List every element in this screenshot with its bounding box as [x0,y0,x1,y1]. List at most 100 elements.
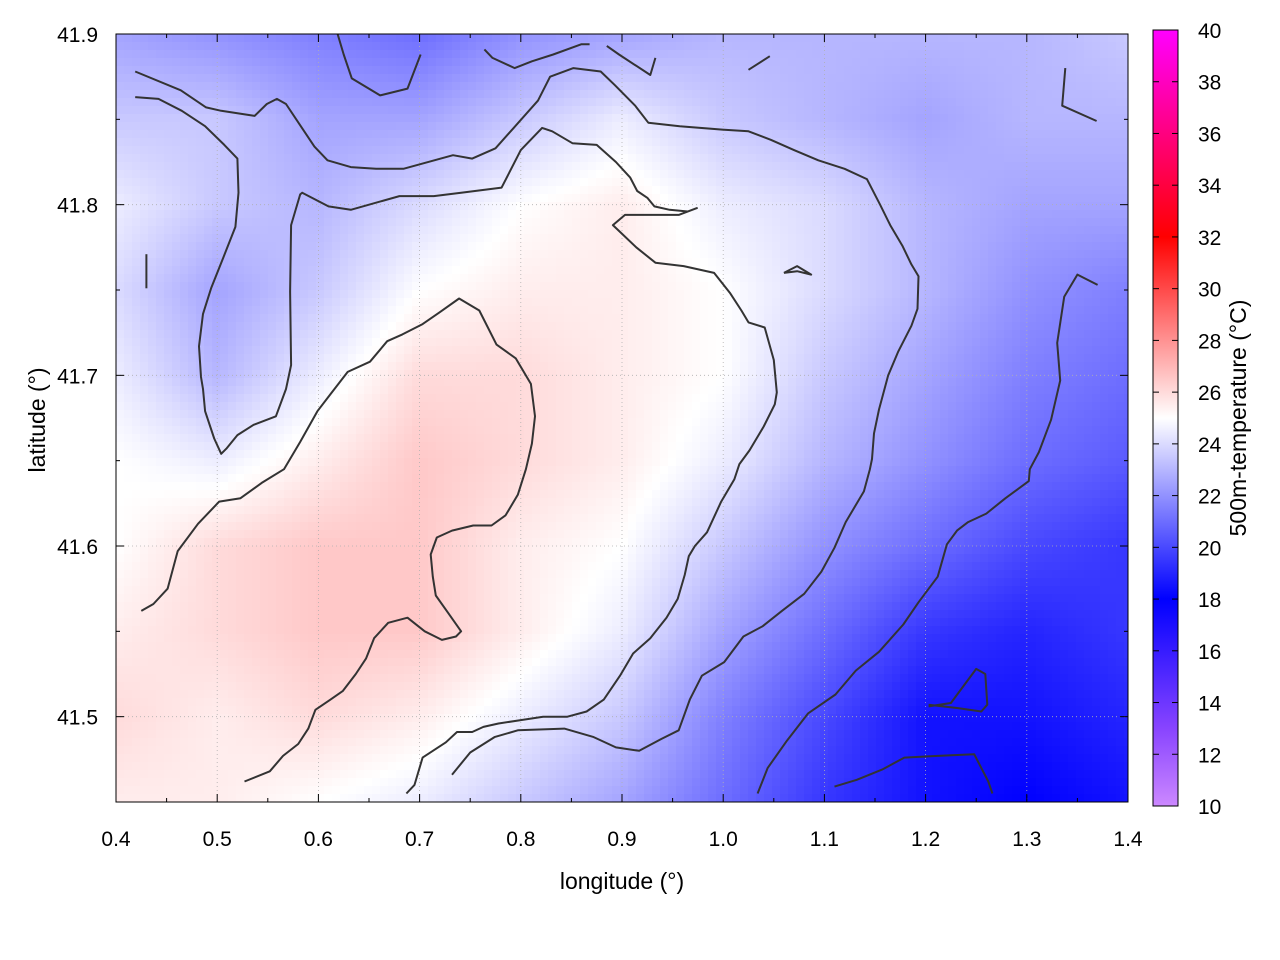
heatmap-cell [412,306,421,315]
heatmap-cell [268,258,277,267]
heatmap-cell [172,186,181,195]
heatmap-cell [340,290,349,299]
heatmap-cell [844,58,853,67]
heatmap-cell [364,290,373,299]
heatmap-cell [532,66,541,75]
heatmap-cell [340,218,349,227]
heatmap-cell [308,82,317,91]
heatmap-cell [516,234,525,243]
heatmap-cell [524,162,533,171]
heatmap-cell [532,34,541,43]
heatmap-cell [508,338,517,347]
heatmap-cell [324,50,333,59]
heatmap-cell [948,114,957,123]
heatmap-cell [804,178,813,187]
heatmap-cell [748,186,757,195]
heatmap-cell [380,194,389,203]
heatmap-cell [860,58,869,67]
heatmap-cell [364,274,373,283]
heatmap-cell [980,58,989,67]
heatmap-cell [500,210,509,219]
heatmap-cell [276,274,285,283]
heatmap-cell [668,298,677,307]
heatmap-cell [708,266,717,275]
heatmap-cell [892,250,901,259]
heatmap-cell [1124,66,1128,75]
heatmap-cell [596,306,605,315]
heatmap-cell [228,306,237,315]
heatmap-cell [388,298,397,307]
heatmap-cell [1124,170,1128,179]
heatmap-cell [924,226,933,235]
heatmap-cell [636,98,645,107]
heatmap-cell [620,50,629,59]
heatmap-cell [212,186,221,195]
heatmap-cell [300,98,309,107]
heatmap-cell [1028,282,1037,291]
heatmap-cell [276,98,285,107]
heatmap-cell [436,234,445,243]
heatmap-cell [180,258,189,267]
heatmap-cell [684,74,693,83]
heatmap-cell [340,138,349,147]
heatmap-cell [444,322,453,331]
heatmap-cell [580,74,589,83]
heatmap-cell [788,106,797,115]
heatmap-cell [172,130,181,139]
heatmap-cell [844,82,853,91]
heatmap-cell [980,162,989,171]
heatmap-cell [268,106,277,115]
heatmap-cell [516,138,525,147]
heatmap-cell [252,314,261,323]
heatmap-cell [292,290,301,299]
heatmap-cell [268,346,277,355]
heatmap-cell [1028,242,1037,251]
heatmap-cell [540,194,549,203]
heatmap-cell [292,138,301,147]
heatmap-cell [1028,202,1037,211]
heatmap-cell [1116,106,1125,115]
heatmap-cell [932,250,941,259]
heatmap-cell [324,266,333,275]
heatmap-cell [476,162,485,171]
heatmap-cell [716,282,725,291]
heatmap-cell [564,114,573,123]
heatmap-cell [684,242,693,251]
heatmap-cell [484,122,493,131]
heatmap-cell [116,250,125,259]
heatmap-cell [516,258,525,267]
heatmap-cell [1124,202,1128,211]
heatmap-cell [996,170,1005,179]
heatmap-cell [140,138,149,147]
heatmap-cell [932,306,941,315]
heatmap-cell [124,154,133,163]
heatmap-cell [260,322,269,331]
heatmap-cell [516,98,525,107]
heatmap-cell [348,218,357,227]
heatmap-cell [740,170,749,179]
heatmap-cell [476,330,485,339]
heatmap-cell [140,82,149,91]
heatmap-cell [804,34,813,43]
heatmap-cell [612,234,621,243]
heatmap-cell [700,162,709,171]
heatmap-cell [572,274,581,283]
heatmap-cell [588,98,597,107]
heatmap-cell [732,290,741,299]
heatmap-cell [780,138,789,147]
heatmap-cell [500,338,509,347]
heatmap-cell [1020,98,1029,107]
heatmap-cell [1020,146,1029,155]
heatmap-cell [196,298,205,307]
heatmap-cell [588,266,597,275]
heatmap-cell [188,330,197,339]
heatmap-cell [436,322,445,331]
heatmap-cell [652,138,661,147]
heatmap-cell [684,194,693,203]
heatmap-cell [988,66,997,75]
heatmap-cell [572,306,581,315]
heatmap-cell [148,210,157,219]
heatmap-cell [460,114,469,123]
heatmap-cell [492,234,501,243]
heatmap-cell [116,218,125,227]
